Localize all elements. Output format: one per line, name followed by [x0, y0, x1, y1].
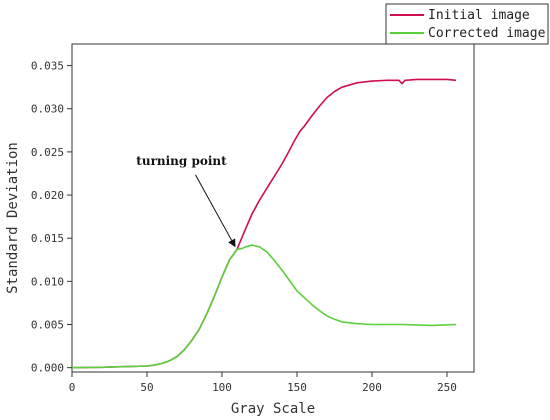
- series-line-corrected-image: [71, 244, 457, 369]
- x-tick-label: 150: [287, 381, 307, 394]
- annotation-arrow: [195, 174, 236, 248]
- y-tick-label: 0.035: [31, 60, 64, 73]
- y-tick-label: 0.005: [31, 319, 64, 332]
- x-tick-label: 0: [69, 381, 76, 394]
- legend-label: Corrected image: [428, 26, 546, 41]
- y-tick-label: 0.015: [31, 232, 64, 245]
- plot-area: [71, 43, 475, 373]
- y-tick-label: 0.030: [31, 103, 64, 116]
- x-tick-label: 50: [140, 381, 153, 394]
- y-axis: 0.000 0.005 0.010 0.015 0.020 0.025 0.030 0.035: [31, 60, 72, 375]
- y-tick-label: 0.000: [31, 362, 64, 375]
- plot-frame: [71, 43, 475, 373]
- x-tick-label: 250: [437, 381, 457, 394]
- x-axis: 0 50 100 150 200 250: [69, 372, 457, 394]
- series-layer: [71, 78, 457, 369]
- legend: Initial image Corrected image: [385, 3, 549, 45]
- y-tick-label: 0.020: [31, 189, 64, 202]
- annotation-label: turning point: [136, 154, 227, 168]
- y-tick-label: 0.025: [31, 146, 64, 159]
- y-axis-title: Standard Deviation: [5, 142, 21, 294]
- legend-box: [385, 3, 549, 45]
- legend-label: Initial image: [428, 8, 530, 23]
- y-tick-label: 0.010: [31, 275, 64, 288]
- x-axis-title: Gray Scale: [231, 401, 315, 417]
- x-tick-label: 200: [362, 381, 382, 394]
- x-tick-label: 100: [212, 381, 232, 394]
- annotation-layer: turning point: [136, 154, 236, 248]
